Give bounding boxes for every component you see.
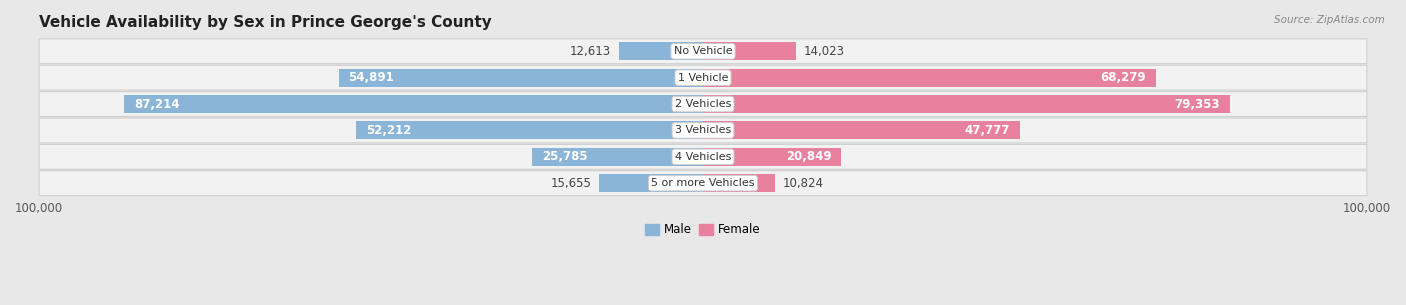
Text: 54,891: 54,891 — [349, 71, 394, 84]
Bar — [703, 69, 1156, 87]
Text: 3 Vehicles: 3 Vehicles — [675, 125, 731, 135]
Bar — [339, 69, 703, 87]
Text: 14,023: 14,023 — [804, 45, 845, 58]
Text: 4 Vehicles: 4 Vehicles — [675, 152, 731, 162]
Legend: Male, Female: Male, Female — [641, 219, 765, 241]
Text: Source: ZipAtlas.com: Source: ZipAtlas.com — [1274, 15, 1385, 25]
Text: 1 Vehicle: 1 Vehicle — [678, 73, 728, 83]
Bar — [531, 148, 703, 166]
Bar — [619, 42, 703, 60]
Text: 12,613: 12,613 — [571, 45, 612, 58]
FancyBboxPatch shape — [39, 171, 1367, 196]
Bar — [703, 42, 796, 60]
Text: Vehicle Availability by Sex in Prince George's County: Vehicle Availability by Sex in Prince Ge… — [39, 15, 492, 30]
Bar — [124, 95, 703, 113]
FancyBboxPatch shape — [39, 65, 1367, 90]
Text: 52,212: 52,212 — [367, 124, 412, 137]
Text: 68,279: 68,279 — [1101, 71, 1146, 84]
FancyBboxPatch shape — [39, 144, 1367, 169]
FancyBboxPatch shape — [39, 39, 1367, 64]
Text: 15,655: 15,655 — [550, 177, 591, 190]
Bar — [356, 121, 703, 139]
Text: 79,353: 79,353 — [1174, 98, 1220, 110]
Text: 2 Vehicles: 2 Vehicles — [675, 99, 731, 109]
FancyBboxPatch shape — [39, 92, 1367, 117]
Bar — [703, 121, 1021, 139]
Bar — [599, 174, 703, 192]
Bar — [703, 95, 1230, 113]
Text: 5 or more Vehicles: 5 or more Vehicles — [651, 178, 755, 188]
FancyBboxPatch shape — [39, 118, 1367, 143]
Text: 87,214: 87,214 — [134, 98, 180, 110]
Bar — [703, 174, 775, 192]
Text: 25,785: 25,785 — [541, 150, 588, 163]
Text: 20,849: 20,849 — [786, 150, 831, 163]
Text: No Vehicle: No Vehicle — [673, 46, 733, 56]
Text: 47,777: 47,777 — [965, 124, 1011, 137]
Text: 10,824: 10,824 — [783, 177, 824, 190]
Bar — [703, 148, 841, 166]
